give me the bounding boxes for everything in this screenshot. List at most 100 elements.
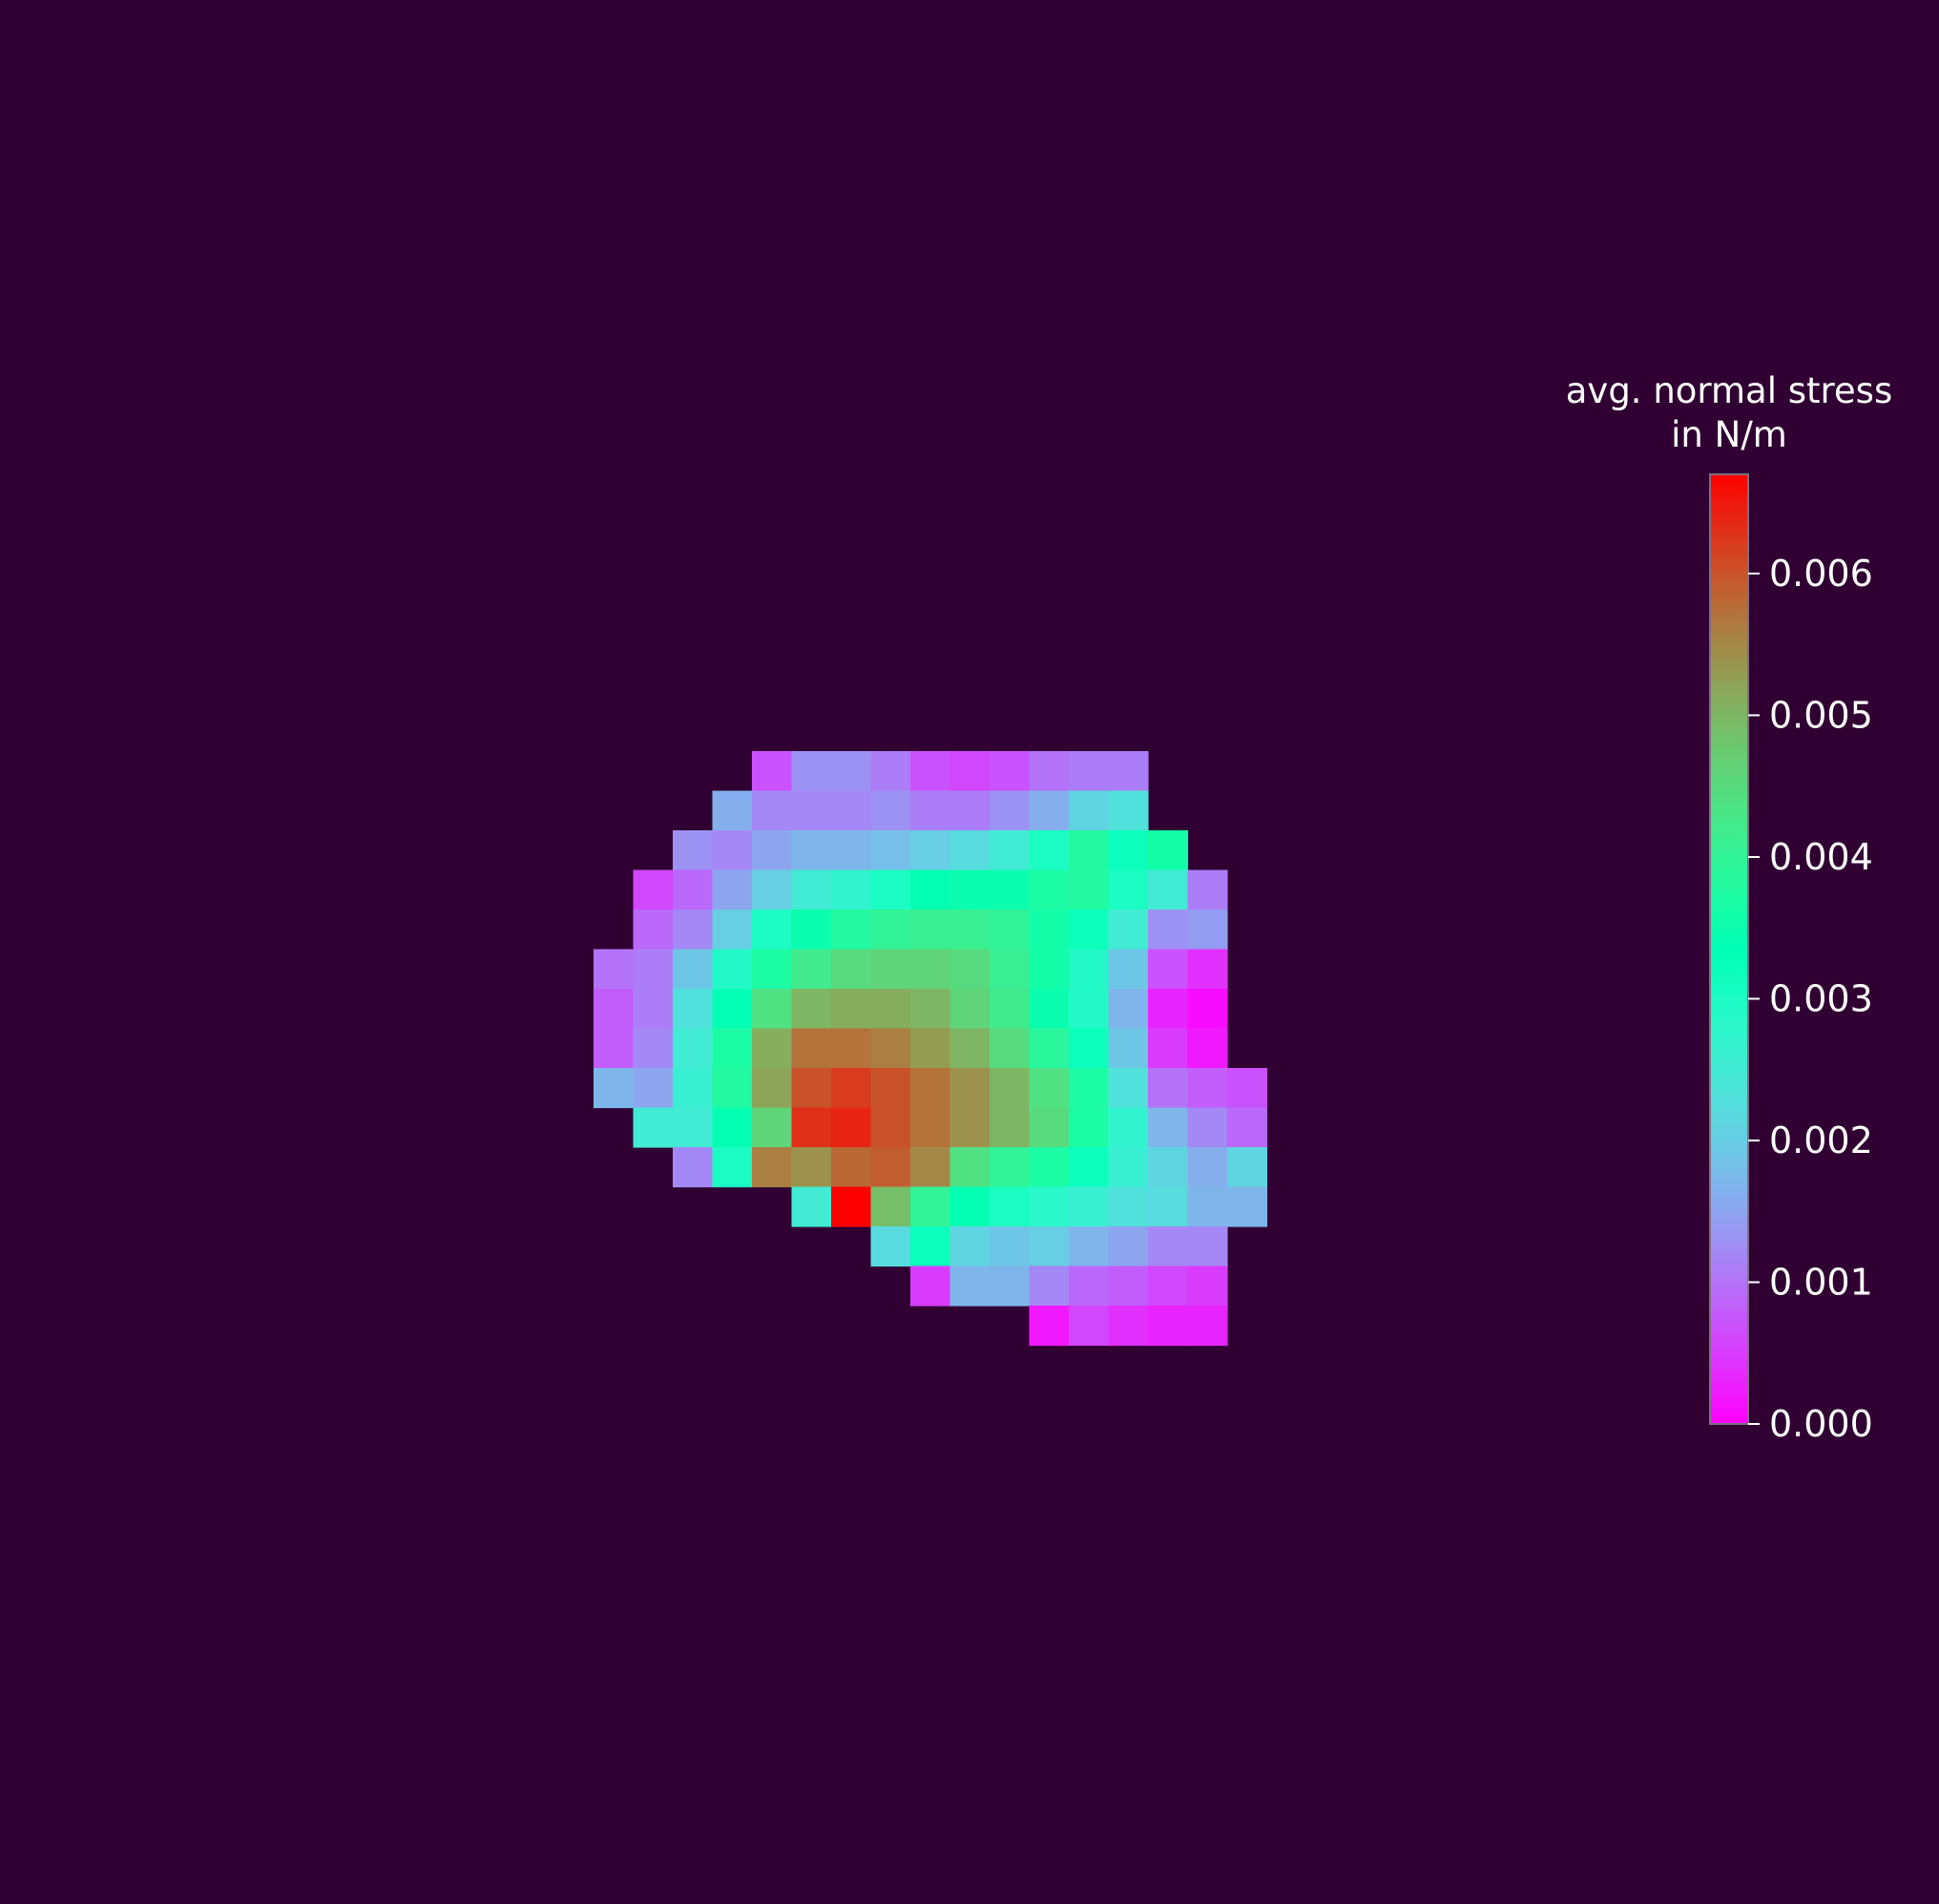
heatmap-cell <box>752 1028 793 1069</box>
heatmap-cell <box>949 910 990 951</box>
heatmap-cell <box>752 830 793 871</box>
heatmap-cell <box>1187 1107 1228 1148</box>
heatmap-cell <box>831 1068 872 1109</box>
heatmap-cell <box>752 1068 793 1109</box>
colorbar-tick-label: 0.000 <box>1769 1403 1873 1445</box>
heatmap-cell <box>752 989 793 1030</box>
heatmap-cell <box>791 830 832 871</box>
heatmap-cell <box>1029 1028 1070 1069</box>
heatmap-cell <box>712 910 753 951</box>
heatmap-cell <box>1108 910 1149 951</box>
heatmap-cell <box>910 1186 951 1227</box>
heatmap-cell <box>1108 830 1149 871</box>
heatmap-cell <box>633 989 674 1030</box>
heatmap-cell <box>1148 1226 1189 1267</box>
heatmap-cell <box>1148 1068 1189 1109</box>
heatmap-cell <box>949 751 990 792</box>
heatmap-cell <box>1069 1028 1110 1069</box>
heatmap-cell <box>1029 751 1070 792</box>
colorbar-ticks: 0.000 0.001 0.002 0.003 0.004 0.005 0.006 <box>1748 553 1873 1445</box>
heatmap-cell <box>1029 869 1070 910</box>
heatmap-cell <box>1187 1226 1228 1267</box>
heatmap-cell <box>910 1028 951 1069</box>
heatmap-cell <box>1227 1147 1268 1188</box>
heatmap-cell <box>1108 1068 1149 1109</box>
heatmap-cell <box>831 830 872 871</box>
heatmap-cell <box>1108 869 1149 910</box>
heatmap-cell <box>990 910 1031 951</box>
heatmap-cell <box>831 1186 872 1227</box>
heatmap-cell <box>910 1107 951 1148</box>
heatmap-cell <box>949 949 990 990</box>
colorbar: avg. normal stress in N/m 0.0000.0010.00… <box>1566 370 1893 1445</box>
heatmap-cell <box>712 1028 753 1069</box>
heatmap-cell <box>1069 1266 1110 1307</box>
heatmap-cell <box>831 751 872 792</box>
heatmap-cell <box>752 869 793 910</box>
heatmap-cell <box>910 869 951 910</box>
heatmap-cell <box>910 1068 951 1109</box>
heatmap-cell <box>1108 1186 1149 1227</box>
heatmap-cell <box>1108 1226 1149 1267</box>
heatmap-cell <box>870 830 911 871</box>
heatmap-cell <box>1029 910 1070 951</box>
colorbar-tick-label: 0.004 <box>1769 836 1873 878</box>
heatmap-cell <box>870 869 911 910</box>
heatmap-cell <box>1187 949 1228 990</box>
heatmap-cell <box>990 830 1031 871</box>
colorbar-label-line2: in N/m <box>1671 414 1787 455</box>
heatmap-cell <box>870 949 911 990</box>
heatmap-cell <box>990 869 1031 910</box>
heatmap-cell <box>791 790 832 831</box>
heatmap-cell <box>1108 989 1149 1030</box>
heatmap-cell <box>791 869 832 910</box>
heatmap-cell <box>673 1068 714 1109</box>
heatmap-cell <box>633 1107 674 1148</box>
heatmap-cell <box>673 869 714 910</box>
heatmap-cell <box>1029 1266 1070 1307</box>
heatmap-cell <box>949 830 990 871</box>
heatmap-cell <box>870 1107 911 1148</box>
heatmap-cell <box>910 830 951 871</box>
heatmap-cell <box>1227 1107 1268 1148</box>
heatmap-cell <box>990 1147 1031 1188</box>
heatmap-cell <box>1108 790 1149 831</box>
heatmap-cell <box>1187 869 1228 910</box>
heatmap-cell <box>752 910 793 951</box>
heatmap-cell <box>791 989 832 1030</box>
heatmap-cell <box>949 1068 990 1109</box>
heatmap-cell <box>633 949 674 990</box>
colorbar-gradient <box>1709 473 1749 1425</box>
colorbar-tick-label: 0.006 <box>1769 553 1873 595</box>
heatmap-cell <box>831 790 872 831</box>
heatmap-cell <box>831 910 872 951</box>
heatmap-cell <box>594 949 635 990</box>
heatmap-cell <box>1069 989 1110 1030</box>
heatmap-cell <box>949 1147 990 1188</box>
heatmap-cell <box>1227 1068 1268 1109</box>
heatmap-cell <box>910 910 951 951</box>
heatmap-cell <box>831 1028 872 1069</box>
heatmap-cell <box>1227 1186 1268 1227</box>
heatmap-cell <box>712 949 753 990</box>
colorbar-tick-label: 0.002 <box>1769 1119 1873 1161</box>
heatmap-cell <box>1187 1028 1228 1069</box>
heatmap-cell <box>712 989 753 1030</box>
heatmap-cell <box>1108 1107 1149 1148</box>
heatmap-cell <box>1069 1147 1110 1188</box>
heatmap-cell <box>870 751 911 792</box>
heatmap-cell <box>1148 1028 1189 1069</box>
heatmap-cell <box>1108 1266 1149 1307</box>
heatmap-cell <box>791 910 832 951</box>
heatmap-cell <box>1187 1147 1228 1188</box>
heatmap-cell <box>1029 1306 1070 1347</box>
heatmap-cell <box>712 830 753 871</box>
heatmap-cell <box>712 869 753 910</box>
heatmap-cell <box>870 1226 911 1267</box>
heatmap-cell <box>594 989 635 1030</box>
heatmap-cell <box>633 869 674 910</box>
heatmap-cell <box>1148 1107 1189 1148</box>
heatmap-cell <box>1029 1107 1070 1148</box>
heatmap-cell <box>633 1028 674 1069</box>
